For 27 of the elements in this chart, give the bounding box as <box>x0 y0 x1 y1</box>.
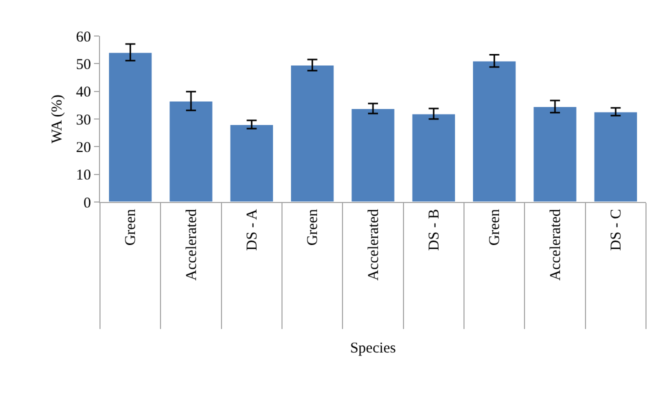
bar <box>168 100 214 202</box>
y-tick-label: 20 <box>76 140 91 156</box>
y-tick-label: 10 <box>76 168 91 184</box>
bar <box>532 106 578 202</box>
bar <box>229 124 274 202</box>
bar <box>593 111 638 202</box>
bar <box>350 108 396 202</box>
bar <box>290 64 335 202</box>
y-axis-title: WA (%) <box>49 94 66 144</box>
bar <box>108 52 153 202</box>
x-tick-label: Accelerated <box>366 208 382 281</box>
y-tick-label: 60 <box>76 29 91 46</box>
y-tick-label: 40 <box>76 84 91 101</box>
x-tick-label: DS - B <box>426 209 443 251</box>
x-tick-label: DS - A <box>244 208 261 251</box>
x-tick-label: Green <box>487 208 504 246</box>
y-tick-label: 30 <box>76 112 91 128</box>
y-tick-label: 0 <box>84 195 91 212</box>
bar <box>472 60 517 202</box>
x-tick-label: Green <box>305 208 322 246</box>
y-tick-label: 50 <box>76 56 91 73</box>
x-tick-label: Green <box>123 208 140 246</box>
x-axis-title: Species <box>350 340 396 357</box>
bar <box>411 113 456 202</box>
x-tick-label: Accelerated <box>184 208 200 281</box>
x-tick-label: DS - C <box>608 209 625 251</box>
x-tick-label: Accelerated <box>548 208 564 281</box>
